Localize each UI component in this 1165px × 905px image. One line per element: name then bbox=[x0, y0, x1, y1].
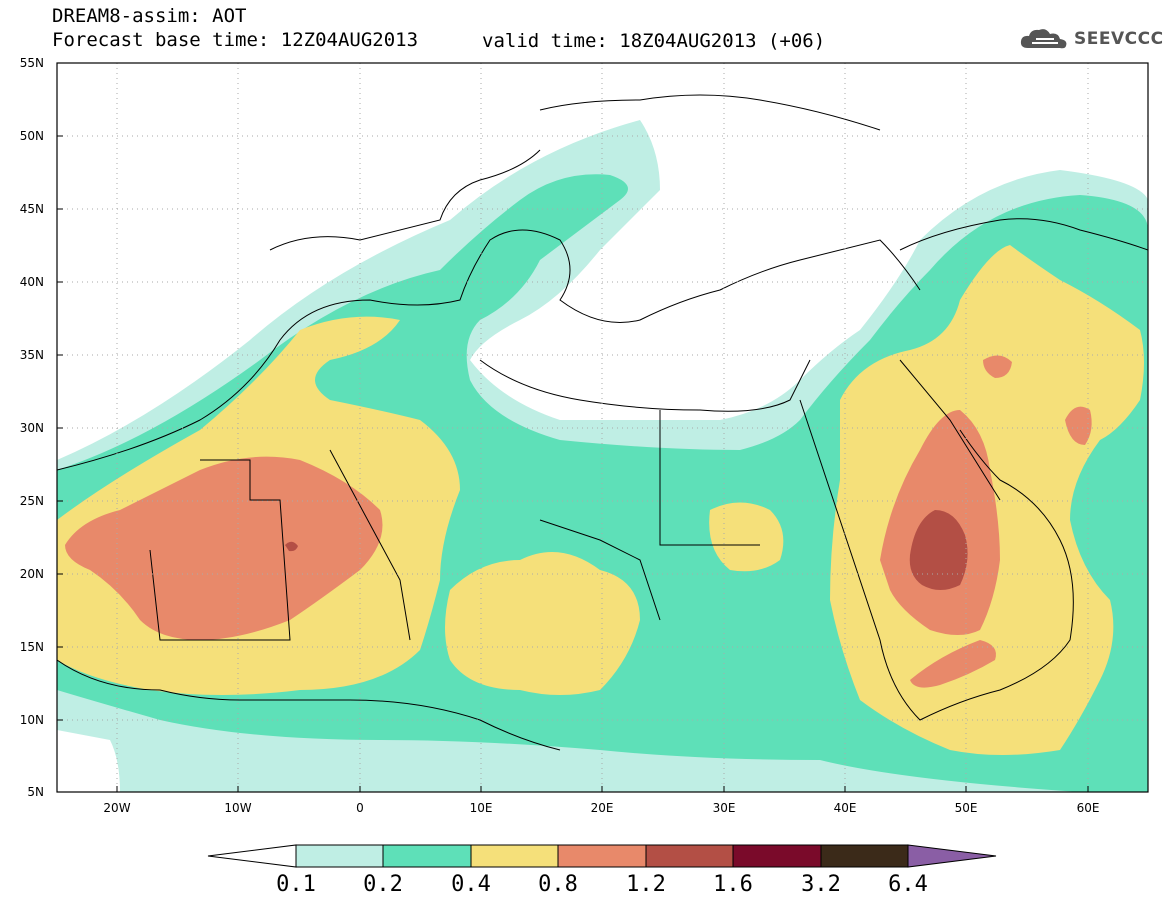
coastlines bbox=[57, 94, 1148, 751]
forecast-base-time: Forecast base time: 12Z04AUG2013 bbox=[52, 29, 419, 51]
aot-band-0.8-west bbox=[65, 456, 383, 640]
colorbar-segment bbox=[470, 844, 559, 868]
aot-band-1.2-west bbox=[285, 541, 298, 552]
colorbar-segment bbox=[557, 844, 647, 868]
lat-label: 45N bbox=[20, 202, 44, 216]
lon-label: 20E bbox=[591, 801, 614, 815]
graticule bbox=[57, 63, 1148, 792]
colorbar-label: 1.2 bbox=[626, 872, 666, 897]
colorbar-upper-triangle bbox=[907, 844, 997, 868]
lon-label: 10E bbox=[470, 801, 493, 815]
colorbar-segment bbox=[820, 844, 909, 868]
colorbar-lower-triangle bbox=[207, 844, 297, 868]
longitude-labels: 20W 10W 0 10E 20E 30E 40E 50E 60E bbox=[103, 801, 1099, 815]
lat-label: 15N bbox=[20, 640, 44, 654]
aot-field bbox=[57, 120, 1148, 792]
lon-label: 40E bbox=[834, 801, 857, 815]
lon-label: 20W bbox=[103, 801, 130, 815]
colorbar-label: 0.1 bbox=[276, 872, 316, 897]
lon-label: 10W bbox=[224, 801, 251, 815]
valid-time: valid time: 18Z04AUG2013 (+06) bbox=[482, 30, 826, 52]
lat-label: 35N bbox=[20, 348, 44, 362]
lon-label: 30E bbox=[713, 801, 736, 815]
aot-band-0.4-egypt bbox=[709, 502, 784, 572]
lon-label: 0 bbox=[356, 801, 364, 815]
lon-label: 60E bbox=[1077, 801, 1100, 815]
colorbar-label: 0.4 bbox=[451, 872, 491, 897]
lat-label: 55N bbox=[20, 56, 44, 70]
aot-band-0.8-iraq bbox=[983, 355, 1012, 378]
colorbar bbox=[207, 844, 997, 868]
latitude-labels: 55N 50N 45N 40N 35N 30N 25N 20N 15N 10N … bbox=[20, 56, 44, 799]
aot-band-0.8-iran bbox=[1065, 406, 1092, 445]
colorbar-segment bbox=[382, 844, 472, 868]
aot-band-0.8-yemen bbox=[910, 640, 996, 688]
colorbar-segment bbox=[295, 844, 384, 868]
seevccc-logo: SEEVCCC bbox=[1018, 26, 1164, 52]
lat-label: 25N bbox=[20, 494, 44, 508]
colorbar-segment bbox=[645, 844, 734, 868]
colorbar-label: 0.8 bbox=[538, 872, 578, 897]
colorbar-label: 1.6 bbox=[713, 872, 753, 897]
axis-ticks bbox=[57, 62, 1089, 793]
aot-band-1.2-arabia bbox=[909, 510, 968, 590]
lat-label: 10N bbox=[20, 713, 44, 727]
aot-band-0.4-central bbox=[445, 552, 640, 695]
colorbar-label: 6.4 bbox=[888, 872, 928, 897]
colorbar-label: 0.2 bbox=[363, 872, 403, 897]
lon-label: 50E bbox=[955, 801, 978, 815]
colorbar-segment bbox=[732, 844, 822, 868]
cloud-logo-icon bbox=[1020, 29, 1067, 49]
lat-label: 50N bbox=[20, 129, 44, 143]
lat-label: 30N bbox=[20, 421, 44, 435]
lat-label: 5N bbox=[27, 785, 44, 799]
lat-label: 20N bbox=[20, 567, 44, 581]
logo-text: SEEVCCC bbox=[1074, 29, 1164, 49]
colorbar-label: 3.2 bbox=[801, 872, 841, 897]
lat-label: 40N bbox=[20, 275, 44, 289]
map-title: DREAM8-assim: AOT bbox=[52, 5, 247, 27]
